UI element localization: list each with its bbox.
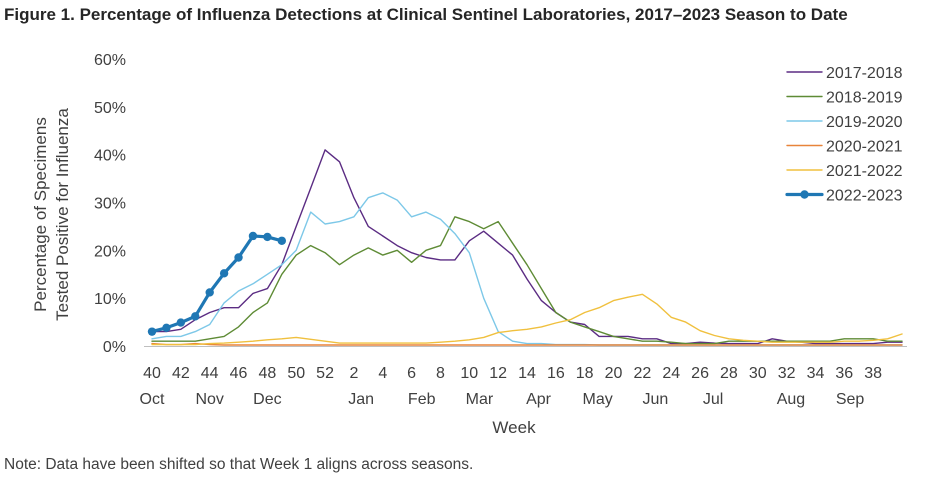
- y-axis: 0% 10% 20% 30% 40% 50% 60% Percentage of Specim…: [31, 52, 126, 356]
- x-tick-label: 20: [605, 365, 623, 382]
- chart-note: Note: Data have been shifted so that Wee…: [4, 456, 474, 473]
- series-line-2022-2023: [150, 234, 284, 334]
- y-tick-label: 50%: [94, 100, 126, 117]
- data-point: [219, 269, 229, 278]
- series-line-2017-2018: [151, 149, 903, 345]
- month-label: Jun: [642, 391, 668, 408]
- data-point: [162, 323, 171, 333]
- x-tick-label: 26: [691, 365, 709, 382]
- x-tick-label: 8: [436, 365, 445, 382]
- month-label: Aug: [777, 391, 805, 408]
- x-tick-label: 14: [518, 365, 536, 382]
- data-point: [176, 318, 186, 327]
- month-label: Oct: [140, 391, 165, 408]
- month-label: May: [583, 391, 613, 408]
- x-tick-label: 2: [349, 365, 358, 382]
- x-tick-label: 32: [778, 365, 796, 382]
- legend-label: 2018-2019: [826, 90, 903, 107]
- x-tick-label: 44: [201, 365, 219, 382]
- month-label: Apr: [526, 391, 552, 408]
- data-point: [277, 236, 287, 245]
- x-tick-label: 24: [662, 365, 680, 382]
- x-tick-label: 28: [720, 365, 738, 382]
- x-tick-label: 6: [407, 365, 416, 382]
- legend-label: 2019-2020: [826, 114, 903, 131]
- x-tick-label: 36: [835, 365, 853, 382]
- data-point: [205, 288, 214, 297]
- legend-marker: [800, 190, 809, 199]
- x-tick-label: 52: [316, 365, 334, 382]
- month-label: Nov: [195, 391, 223, 408]
- x-tick-label: 40: [143, 365, 161, 382]
- month-label: Sep: [836, 391, 865, 408]
- figure-title: Figure 1. Percentage of Influenza Detect…: [4, 5, 848, 24]
- x-tick-label: 4: [378, 365, 387, 382]
- legend-label: 2022-2023: [826, 188, 903, 205]
- x-tick-label: 42: [172, 365, 190, 382]
- x-tick-label: 16: [547, 365, 565, 382]
- y-tick-label: 30%: [94, 196, 126, 213]
- data-point: [234, 253, 243, 262]
- data-point: [147, 327, 157, 336]
- x-tick-label: 22: [633, 365, 651, 382]
- data-point: [248, 231, 258, 241]
- y-tick-label: 40%: [94, 148, 126, 165]
- month-label: Feb: [408, 391, 436, 408]
- legend: 2017-2018 2018-2019 2019-2020 2020-2021 2021…: [785, 65, 903, 205]
- month-label: Dec: [253, 391, 281, 408]
- x-axis: 40 42 44 46 48 50 52 2 4 6 8 10 12 14 16 18 20 22 24 26 28 30…: [140, 365, 883, 437]
- x-tick-label: 50: [287, 365, 305, 382]
- month-label: Jul: [703, 391, 723, 408]
- series-line-2020-2021: [151, 342, 903, 346]
- y-tick-label: 0%: [103, 339, 126, 356]
- legend-label: 2020-2021: [826, 139, 903, 156]
- x-tick-label: 18: [576, 365, 594, 382]
- x-axis-title: Week: [492, 418, 536, 437]
- y-axis-title: Percentage of Specimens: [31, 117, 50, 312]
- series-line-2018-2019: [151, 216, 903, 345]
- x-tick-label: 46: [230, 365, 248, 382]
- x-tick-label: 12: [489, 365, 507, 382]
- y-tick-label: 60%: [94, 52, 126, 69]
- series-lines: [147, 149, 903, 346]
- x-tick-label: 30: [749, 365, 767, 382]
- month-label: Mar: [466, 391, 494, 408]
- series-line-2019-2020: [151, 192, 903, 346]
- x-tick-label: 10: [460, 365, 478, 382]
- data-point: [263, 232, 272, 242]
- month-label: Jan: [348, 391, 374, 408]
- legend-label: 2021-2022: [826, 163, 903, 180]
- data-point: [191, 312, 200, 321]
- x-tick-label: 48: [258, 365, 276, 382]
- y-tick-label: 10%: [94, 291, 126, 308]
- y-tick-label: 20%: [94, 243, 126, 260]
- y-axis-title: Tested Positive for Influenza: [53, 108, 72, 321]
- legend-label: 2017-2018: [826, 65, 903, 82]
- x-tick-label: 34: [807, 365, 825, 382]
- series-line-2021-2022: [151, 293, 903, 346]
- x-tick-label: 38: [864, 365, 882, 382]
